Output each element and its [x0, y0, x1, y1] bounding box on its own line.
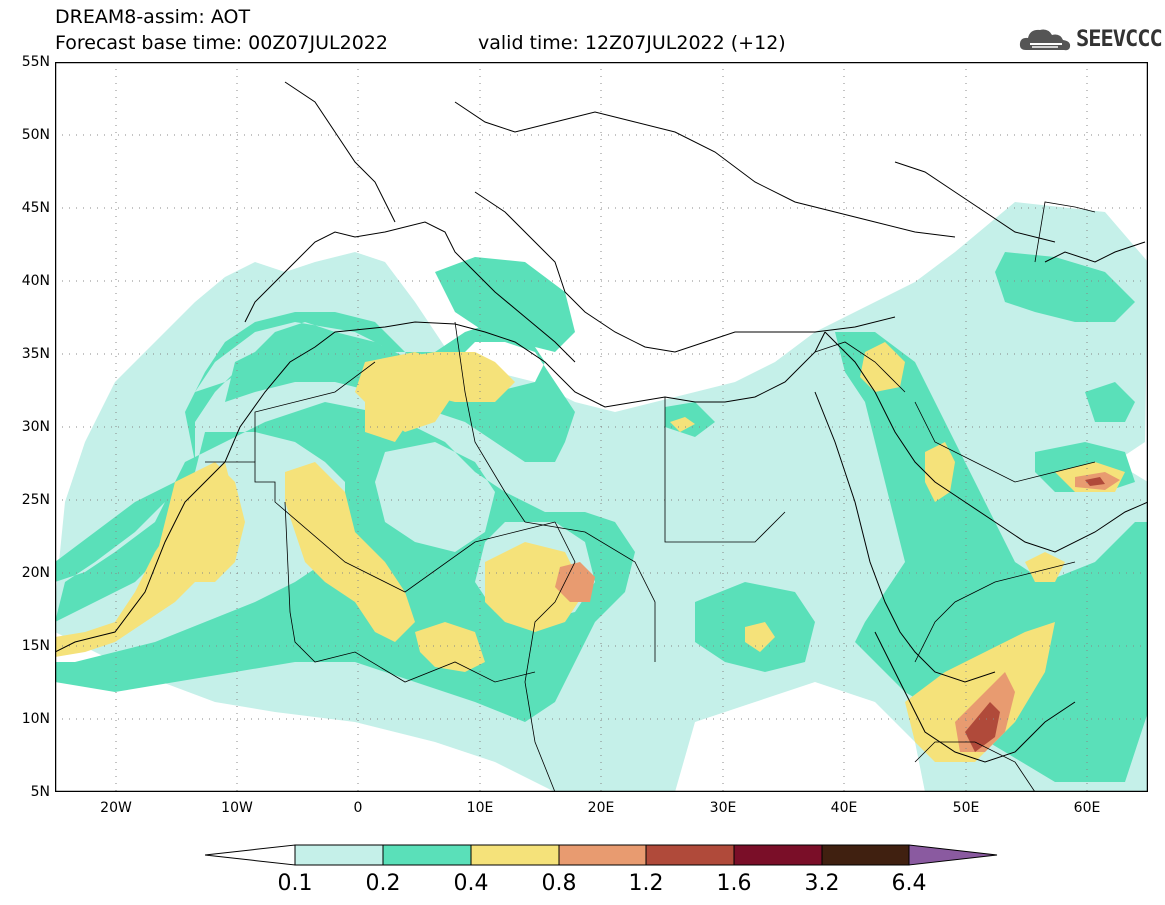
lon-label: 20W [100, 800, 132, 816]
lat-label: 15N [21, 638, 50, 654]
map-title: DREAM8-assim: AOT [55, 6, 251, 28]
lat-label: 30N [21, 419, 50, 435]
colorbar-swatch [733, 844, 823, 866]
lon-label: 0 [353, 800, 363, 816]
colorbar-label: 3.2 [804, 871, 840, 896]
lon-label: 10E [466, 800, 494, 816]
lon-label: 20E [587, 800, 615, 816]
lat-label: 20N [21, 565, 50, 581]
colorbar-label: 1.2 [628, 871, 664, 896]
graticule [55, 62, 1148, 792]
colorbar-swatch [470, 844, 560, 866]
colorbar-swatch [382, 844, 472, 866]
colorbar-label: 0.1 [277, 871, 313, 896]
coastlines [55, 81, 1148, 763]
lon-label: 40E [830, 800, 858, 816]
colorbar-label: 6.4 [891, 871, 927, 896]
lon-label: 30E [709, 800, 737, 816]
cloud-logo-icon [1019, 29, 1071, 51]
lat-label: 10N [21, 711, 50, 727]
colorbar-under-arrow [205, 844, 296, 866]
lon-label: 50E [952, 800, 980, 816]
lon-label: 60E [1073, 800, 1101, 816]
country-borders [205, 201, 1096, 792]
lat-label: 25N [21, 492, 50, 508]
colorbar-swatch [645, 844, 735, 866]
colorbar-label: 0.4 [453, 871, 489, 896]
colorbar [205, 844, 998, 866]
lat-label: 5N [30, 784, 50, 800]
valid-time: valid time: 12Z07JUL2022 (+12) [478, 32, 786, 54]
lat-label: 45N [21, 200, 50, 216]
colorbar-label: 1.6 [716, 871, 752, 896]
lat-label: 40N [21, 273, 50, 289]
lat-label: 55N [21, 54, 50, 70]
lon-label: 10W [221, 800, 253, 816]
aot-contour-1.2 [965, 477, 1105, 752]
forecast-base-time: Forecast base time: 00Z07JUL2022 [55, 32, 388, 54]
logo-text: SEEVCCC [1076, 27, 1163, 52]
colorbar-swatch [821, 844, 910, 866]
colorbar-swatch [294, 844, 384, 866]
seevccc-logo: SEEVCCC [1018, 24, 1163, 56]
aot-map [55, 62, 1148, 792]
colorbar-over-arrow [908, 844, 998, 866]
lat-label: 35N [21, 346, 50, 362]
colorbar-swatch [558, 844, 647, 866]
lat-label: 50N [21, 127, 50, 143]
colorbar-label: 0.2 [365, 871, 401, 896]
colorbar-label: 0.8 [541, 871, 577, 896]
